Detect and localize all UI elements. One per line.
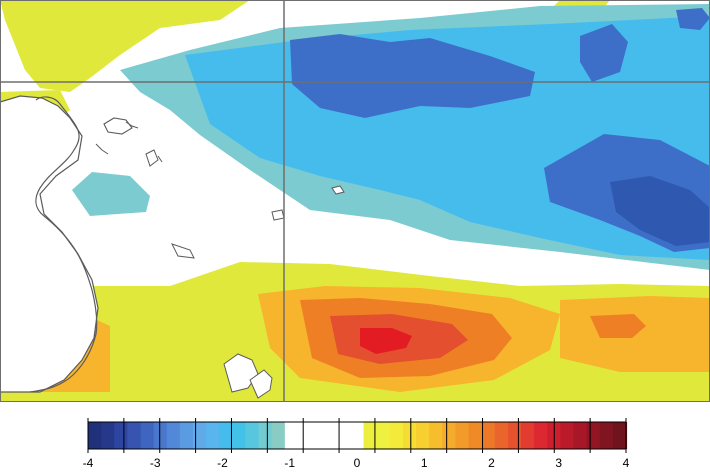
colorbar-tick-label: 4 xyxy=(623,456,630,470)
colorbar-segment xyxy=(389,422,405,449)
colorbar-tick-label: -4 xyxy=(83,456,94,470)
strong-negative-anomaly-northeast xyxy=(580,24,628,82)
colorbar-segment xyxy=(455,422,470,449)
island-coast-detail-1 xyxy=(95,143,109,155)
colorbar-segment xyxy=(337,422,352,449)
colorbar-segment xyxy=(481,422,496,449)
map-svg xyxy=(0,0,710,402)
colorbar-segment xyxy=(232,422,247,449)
positive-anomaly-northwest xyxy=(0,0,250,92)
colorbar-segment xyxy=(376,422,391,449)
island-coast-detail-2 xyxy=(125,121,139,129)
small-island-2 xyxy=(271,209,285,221)
colorbar-segment xyxy=(88,422,103,449)
colorbar-segment xyxy=(192,422,208,449)
colorbar-segment xyxy=(284,422,300,449)
colorbar-ticks xyxy=(87,418,627,453)
colorbar-segment xyxy=(507,422,523,449)
colorbar-segment xyxy=(560,422,575,449)
island-coast-detail-3 xyxy=(157,155,163,163)
colorbar-tick-label: 1 xyxy=(421,456,428,470)
colorbar-tick-label: 3 xyxy=(555,456,562,470)
island-group-3 xyxy=(171,243,195,259)
colorbar-segment xyxy=(206,422,221,449)
colorbar-segments xyxy=(88,422,628,449)
stronger-negative-anomaly-east xyxy=(610,176,710,246)
colorbar-segment xyxy=(297,422,313,449)
colorbar-segment xyxy=(586,422,601,449)
colorbar-segment xyxy=(101,422,116,449)
colorbar-segment xyxy=(402,422,418,449)
colorbar-tick-label: -2 xyxy=(217,456,228,470)
colorbar-section: -4 -3 -2 -1 0 1 2 3 4 xyxy=(0,402,710,473)
colorbar-segment xyxy=(114,422,129,449)
negative-anomaly-west xyxy=(72,172,150,216)
anomaly-map xyxy=(0,0,710,402)
colorbar-segment xyxy=(494,422,509,449)
colorbar-segment xyxy=(468,422,483,449)
colorbar-segment xyxy=(153,422,168,449)
colorbar-segment xyxy=(311,422,326,449)
small-island-1 xyxy=(331,185,345,195)
colorbar-segment xyxy=(416,422,431,449)
colorbar-tick-label: 0 xyxy=(354,456,361,470)
extreme-warm-anomaly-core xyxy=(360,328,412,354)
new-zealand-south-island xyxy=(249,369,273,399)
australia-coastline-detail xyxy=(29,96,98,393)
colorbar-segment xyxy=(258,422,273,449)
colorbar-labels: -4 -3 -2 -1 0 1 2 3 4 xyxy=(83,456,630,470)
colorbar-segment xyxy=(350,422,365,449)
island-group-2 xyxy=(145,149,159,167)
colorbar-segment xyxy=(521,422,536,449)
colorbar-segment xyxy=(271,422,286,449)
colorbar-segment xyxy=(324,422,339,449)
colorbar-segment xyxy=(534,422,549,449)
strong-negative-anomaly-corner xyxy=(676,8,710,30)
colorbar-segment xyxy=(245,422,260,449)
strong-negative-anomaly-north xyxy=(290,34,535,118)
colorbar-segment xyxy=(573,422,588,449)
colorbar-segment xyxy=(127,422,142,449)
colorbar-tick-label: -3 xyxy=(150,456,161,470)
colorbar-segment xyxy=(442,422,457,449)
colorbar-segment xyxy=(166,422,181,449)
colorbar-tick-label: -1 xyxy=(284,456,295,470)
colorbar-segment xyxy=(219,422,234,449)
colorbar-segment xyxy=(179,422,195,449)
island-group-1 xyxy=(103,117,133,135)
strong-warm-anomaly-east xyxy=(590,314,646,338)
colorbar-segment xyxy=(429,422,444,449)
colorbar-tick-label: 2 xyxy=(488,456,495,470)
colorbar-segment xyxy=(612,422,628,449)
colorbar-svg: -4 -3 -2 -1 0 1 2 3 4 xyxy=(83,418,630,470)
colorbar-segment xyxy=(363,422,378,449)
colorbar-segment xyxy=(599,422,614,449)
colorbar-segment xyxy=(140,422,155,449)
